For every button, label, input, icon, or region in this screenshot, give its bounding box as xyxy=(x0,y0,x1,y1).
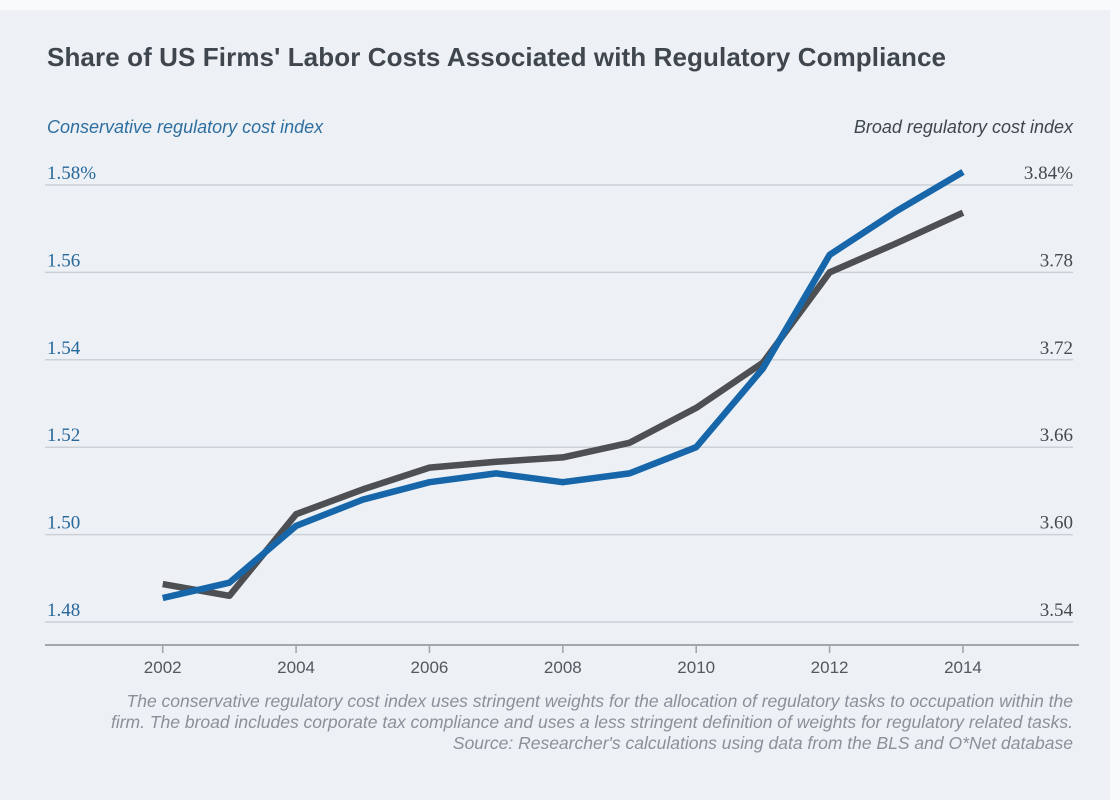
left-axis-tick-label: 1.52 xyxy=(47,425,80,446)
x-axis-tick-label: 2012 xyxy=(811,658,849,677)
x-axis-tick-label: 2008 xyxy=(544,658,582,677)
x-axis-tick-label: 2006 xyxy=(411,658,449,677)
right-axis-tick-label: 3.60 xyxy=(1040,513,1073,534)
x-axis-tick-label: 2010 xyxy=(677,658,715,677)
chart-card: Share of US Firms' Labor Costs Associate… xyxy=(0,10,1110,800)
x-axis-tick-label: 2004 xyxy=(277,658,315,677)
right-axis-tick-label: 3.72 xyxy=(1040,338,1073,359)
left-axis-tick-label: 1.50 xyxy=(47,513,80,534)
left-axis-tick-label: 1.48 xyxy=(47,600,80,621)
x-axis: 2002 2004 2006 2008 2010 2012 2014 xyxy=(45,644,1079,677)
right-axis-tick-label: 3.66 xyxy=(1040,425,1073,446)
footnote-line: firm. The broad includes corporate tax c… xyxy=(110,712,1073,732)
gridlines xyxy=(45,184,1073,623)
right-axis-tick-label: 3.78 xyxy=(1040,250,1073,271)
footnote-line: The conservative regulatory cost index u… xyxy=(126,691,1073,711)
series-line-broad xyxy=(162,209,965,600)
axis-tick-labels: 1.58% 3.84% 1.56 3.78 1.54 3.72 1.52 3.66 1.50 3.… xyxy=(47,163,1074,621)
x-axis-tick-label: 2002 xyxy=(144,658,182,677)
legend-label-conservative: Conservative regulatory cost index xyxy=(47,117,324,137)
right-axis-tick-label: 3.54 xyxy=(1040,600,1074,621)
left-axis-tick-label: 1.56 xyxy=(47,250,80,271)
left-axis-tick-label: 1.54 xyxy=(47,338,81,359)
x-axis-tick-label: 2014 xyxy=(944,658,982,677)
footnote: The conservative regulatory cost index u… xyxy=(33,691,1073,754)
legend-label-broad: Broad regulatory cost index xyxy=(853,117,1073,137)
series-line-conservative xyxy=(161,169,965,602)
series-lines xyxy=(161,169,965,602)
right-axis-tick-label: 3.84% xyxy=(1024,163,1073,184)
footnote-source-line: Source: Researcher's calculations using … xyxy=(452,733,1073,753)
chart-title: Share of US Firms' Labor Costs Associate… xyxy=(47,42,947,72)
left-axis-tick-label: 1.58% xyxy=(47,163,96,184)
